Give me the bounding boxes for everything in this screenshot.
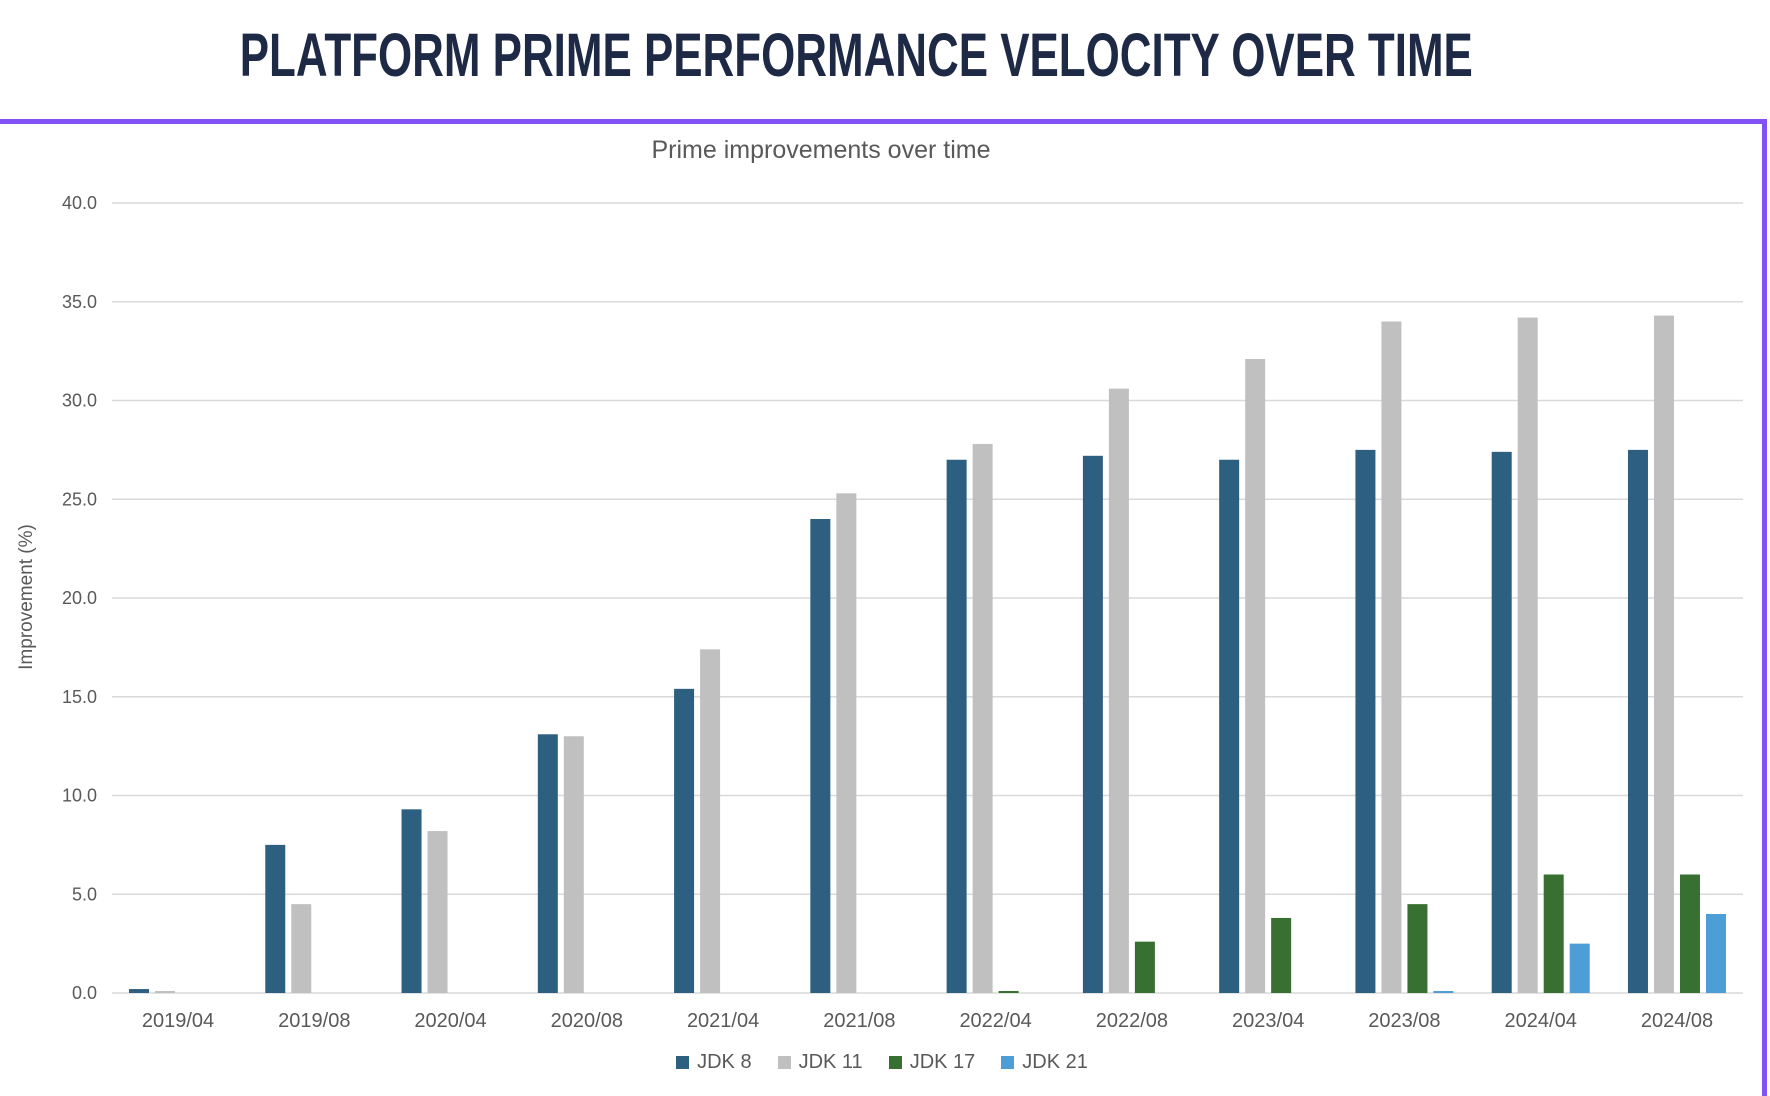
y-tick-label: 5.0 <box>72 884 97 904</box>
bar-jdk21-2024/08 <box>1705 914 1726 993</box>
bar-jdk17-2023/08 <box>1407 904 1428 994</box>
y-tick-label: 35.0 <box>62 292 97 312</box>
bar-jdk8-2022/04 <box>946 459 967 993</box>
legend-item-jdk-17: JDK 17 <box>888 1051 976 1074</box>
bar-jdk11-2019/08 <box>291 904 312 994</box>
y-tick-label: 10.0 <box>62 786 97 806</box>
y-tick-label: 40.0 <box>62 193 97 213</box>
bar-jdk17-2022/04 <box>998 991 1019 993</box>
bar-jdk21-2023/08 <box>1433 991 1454 993</box>
x-tick-label: 2021/04 <box>687 1010 759 1032</box>
y-tick-label: 15.0 <box>62 687 97 707</box>
legend-label: JDK 21 <box>1022 1051 1088 1073</box>
bar-jdk11-2020/08 <box>563 736 584 993</box>
y-tick-label: 20.0 <box>62 588 97 608</box>
x-tick-label: 2019/08 <box>278 1010 350 1032</box>
bar-jdk8-2024/04 <box>1491 451 1512 994</box>
y-axis-title: Improvement (%) <box>16 524 37 670</box>
bar-jdk8-2023/04 <box>1219 459 1240 993</box>
bar-jdk17-2022/08 <box>1134 941 1155 993</box>
bar-jdk11-2021/04 <box>700 649 721 993</box>
legend-item-jdk-21: JDK 21 <box>1001 1051 1088 1074</box>
legend-label: JDK 17 <box>909 1051 976 1073</box>
legend-item-jdk-8: JDK 8 <box>676 1051 752 1074</box>
bar-jdk8-2021/08 <box>810 519 831 993</box>
bar-jdk8-2020/08 <box>537 734 558 993</box>
y-tick-label: 30.0 <box>62 391 97 411</box>
bar-jdk11-2024/08 <box>1653 315 1674 994</box>
legend-swatch-icon <box>676 1056 690 1069</box>
x-tick-label: 2020/08 <box>551 1010 623 1032</box>
bar-jdk8-2019/04 <box>129 989 149 993</box>
chart-legend: JDK 8 JDK 11 JDK 17 JDK 21 <box>0 1051 1764 1074</box>
bar-jdk8-2023/08 <box>1355 449 1376 994</box>
bar-jdk8-2022/08 <box>1082 455 1103 993</box>
bar-jdk11-2024/04 <box>1517 317 1538 993</box>
bar-jdk8-2020/04 <box>401 809 422 994</box>
bar-jdk11-2021/08 <box>836 493 857 993</box>
bar-jdk11-2020/04 <box>427 831 448 993</box>
y-tick-label: 0.0 <box>72 983 97 1003</box>
legend-swatch-icon <box>888 1056 902 1069</box>
bar-jdk11-2023/08 <box>1381 321 1402 993</box>
x-tick-label: 2022/08 <box>1096 1010 1168 1032</box>
legend-label: JDK 11 <box>798 1051 863 1073</box>
page-title: PLATFORM PRIME PERFORMANCE VELOCITY OVER… <box>0 22 1710 88</box>
x-tick-label: 2019/04 <box>142 1010 214 1032</box>
bar-jdk8-2021/04 <box>674 688 695 993</box>
legend-item-jdk-11: JDK 11 <box>777 1051 863 1074</box>
bar-jdk11-2019/04 <box>155 991 175 993</box>
legend-swatch-icon <box>777 1056 791 1069</box>
legend-swatch-icon <box>1001 1056 1015 1069</box>
bar-jdk17-2023/04 <box>1271 917 1292 993</box>
chart-title: Prime improvements over time <box>651 136 991 164</box>
x-tick-label: 2023/04 <box>1232 1010 1304 1032</box>
x-tick-label: 2024/04 <box>1505 1010 1577 1032</box>
y-tick-label: 25.0 <box>62 489 97 509</box>
bar-jdk17-2024/04 <box>1543 874 1564 993</box>
x-tick-label: 2022/04 <box>959 1010 1031 1032</box>
legend-label: JDK 8 <box>697 1051 752 1073</box>
bar-jdk11-2022/04 <box>972 443 993 993</box>
x-tick-label: 2021/08 <box>823 1010 895 1032</box>
x-tick-label: 2024/08 <box>1641 1010 1713 1032</box>
bar-jdk11-2022/08 <box>1108 388 1129 993</box>
bar-jdk8-2024/08 <box>1627 449 1648 994</box>
x-tick-label: 2020/04 <box>414 1010 486 1032</box>
bar-jdk21-2024/04 <box>1569 943 1590 994</box>
bar-jdk17-2024/08 <box>1679 874 1700 993</box>
bar-jdk8-2019/08 <box>265 844 286 994</box>
page-title-text: PLATFORM PRIME PERFORMANCE VELOCITY OVER… <box>239 21 1473 89</box>
x-tick-label: 2023/08 <box>1368 1010 1440 1032</box>
bar-jdk11-2023/04 <box>1245 359 1266 993</box>
